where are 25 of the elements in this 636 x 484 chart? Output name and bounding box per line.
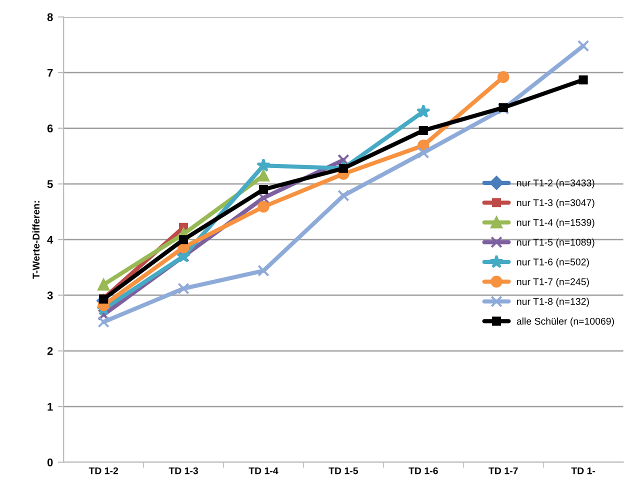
legend-label: nur T1-6 (n=502) [517, 258, 589, 268]
y-tick-label: 8 [47, 13, 53, 22]
y-tick-label: 0 [47, 458, 53, 466]
legend-label: nur T1-2 (n=3433) [517, 179, 594, 188]
legend-label: nur T1-5 (n=1089) [517, 238, 594, 248]
legend-label: nur T1-3 (n=3047) [517, 199, 594, 208]
y-tick-label: 3 [47, 292, 53, 300]
legend-label: nur T1-7 (n=245) [517, 278, 589, 288]
y-tick-label: 1 [48, 402, 53, 411]
legend-label: nur T1-4 (n=1539) [517, 218, 594, 228]
y-axis-title: T-Werte-Differen: [32, 201, 40, 279]
x-tick-label: TD 1-4 [248, 467, 278, 474]
y-tick-label: 6 [47, 124, 53, 132]
y-tick-label: 4 [47, 236, 54, 244]
y-tick-label: 7 [47, 68, 53, 77]
y-tick-label: 2 [47, 347, 53, 355]
x-tick-label: TD 1-5 [328, 467, 358, 474]
x-tick-label: TD 1-6 [408, 467, 438, 474]
x-tick-label: TD 1-3 [168, 467, 198, 474]
y-tick-label: 5 [47, 180, 53, 188]
legend-label: nur T1-8 (n=132) [517, 298, 589, 307]
x-tick-label: TD 1-2 [88, 467, 118, 474]
legend-label: alle Schüler (n=10069) [516, 318, 614, 327]
x-tick-label: TD 1- [571, 467, 596, 474]
x-tick-label: TD 1-7 [488, 467, 518, 474]
